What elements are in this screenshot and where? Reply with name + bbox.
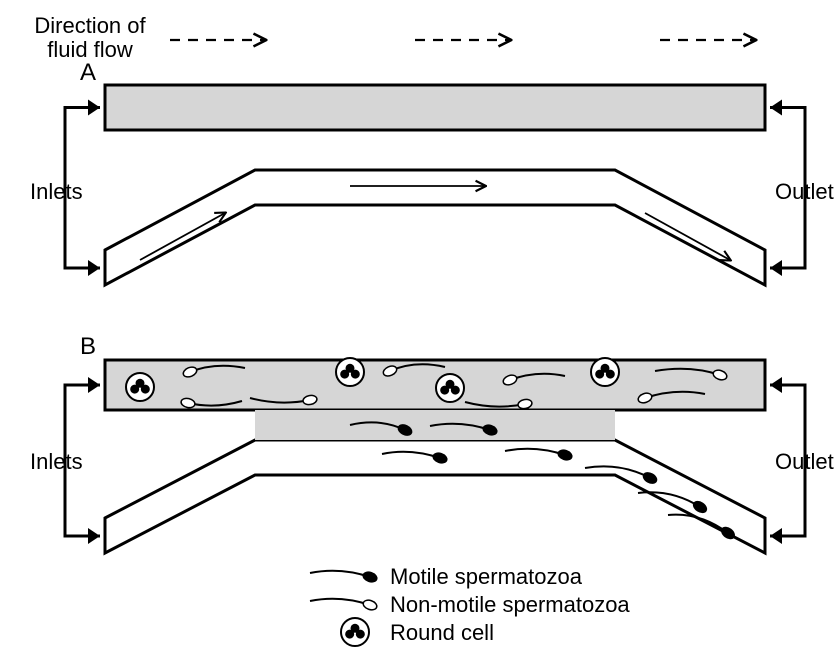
outlet-a-bracket-arrowhead-icon [770,260,782,276]
motile-sperm-icon [382,452,448,465]
outlet-b-bracket-arrowhead-icon [770,377,782,393]
outlet-a-label: Outlet [775,180,834,204]
round-cell-icon [436,374,464,402]
inlets-a-label: Inlets [30,180,83,204]
legend-round-label: Round cell [390,621,494,645]
panel-a-top-channel [105,85,765,130]
inlets-a-bracket-arrowhead-icon [88,100,100,116]
panel-a-label: A [80,60,96,86]
inlets-b-bracket-arrowhead-icon [88,528,100,544]
inner-flow-arrow-icon [140,213,225,260]
motile-sperm-icon [505,449,573,462]
inlets-a-bracket-arrowhead-icon [88,260,100,276]
legend-motile-icon [310,571,378,584]
round-cell-icon [126,373,154,401]
round-cell-icon [591,358,619,386]
diagram-svg [10,10,837,649]
legend-nonmotile-icon [310,599,378,612]
inner-flow-arrow-icon [645,213,730,260]
outlet-b-label: Outlet [775,450,834,474]
flow-direction-label: Direction offluid flow [15,14,165,62]
motile-sperm-icon [668,515,736,541]
legend-nonmotile-label: Non-motile spermatozoa [390,593,630,617]
flow-direction-text: Direction offluid flow [34,13,145,62]
panel-b-label: B [80,334,96,360]
inlets-b-bracket-arrowhead-icon [88,377,100,393]
legend-motile-label: Motile spermatozoa [390,565,582,589]
round-cell-icon [336,358,364,386]
outlet-a-bracket-arrowhead-icon [770,100,782,116]
panel-a-lower-channel [105,170,765,285]
round-cell-icon [341,618,369,646]
inlets-b-label: Inlets [30,450,83,474]
motile-sperm-icon [638,492,708,514]
diagram-canvas: Direction offluid flow A Inlets Outlet B… [10,10,837,649]
outlet-b-bracket-arrowhead-icon [770,528,782,544]
